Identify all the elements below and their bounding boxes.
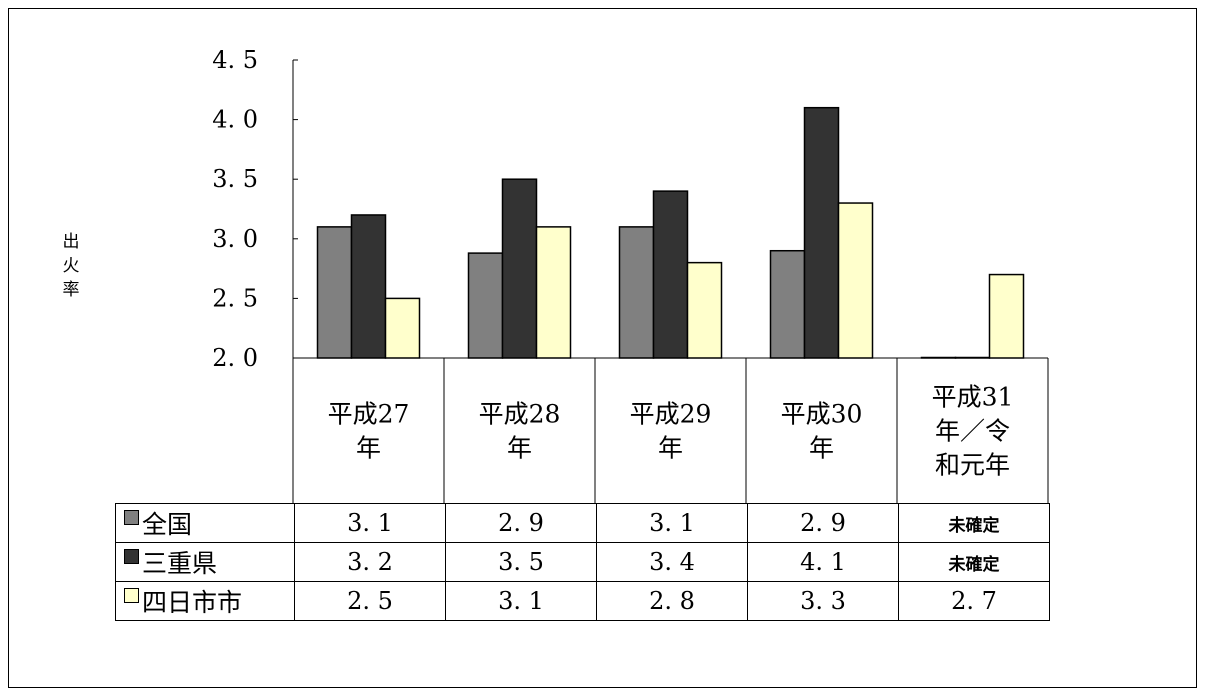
y-axis-label-char: 出 [62, 232, 80, 252]
x-tick-label: 平成28 [479, 400, 561, 429]
legend-entry: 三重県 [115, 542, 295, 582]
bar-2 [350, 214, 387, 359]
x-tick-label: 平成30 [781, 400, 863, 429]
y-axis-label-char: 火 [62, 256, 80, 276]
data-label: 3. 3 [747, 581, 899, 621]
bar-3 [837, 202, 874, 359]
y-tick-label: 4. 0 [212, 106, 258, 134]
data-label: 3. 4 [596, 542, 748, 582]
x-tick-label: 平成27 [328, 400, 410, 429]
bar-2 [803, 106, 840, 359]
legend-entry: 全国 [115, 503, 295, 543]
legend-swatch [124, 588, 139, 603]
bar-2 [652, 190, 689, 359]
bar-3 [535, 226, 572, 359]
x-tick-label: 平成31 [932, 383, 1014, 412]
data-label: 未確定 [898, 542, 1050, 582]
y-tick-label: 3. 5 [212, 165, 258, 193]
data-label: 3. 1 [596, 503, 748, 543]
data-label: 4. 1 [747, 542, 899, 582]
legend-swatch [124, 549, 139, 564]
data-label: 2. 9 [445, 503, 597, 543]
bar-2 [501, 178, 538, 359]
bar-1 [920, 356, 957, 359]
x-tick-label: 年 [507, 434, 532, 463]
x-tick-label: 年／令 [935, 417, 1010, 446]
bar-3 [686, 261, 723, 359]
x-tick-label: 平成29 [630, 400, 712, 429]
legend-label: 全国 [142, 510, 193, 539]
x-tick-label: 年 [809, 434, 834, 463]
bar-3 [384, 297, 421, 359]
legend-swatch [124, 510, 139, 525]
data-label: 3. 2 [294, 542, 446, 582]
data-label: 3. 1 [294, 503, 446, 543]
y-tick-label: 3. 0 [212, 225, 258, 253]
y-axis-label: 出火率 [60, 230, 82, 302]
bar-1 [316, 226, 353, 359]
y-tick-label: 4. 5 [212, 46, 258, 74]
data-label: 2. 8 [596, 581, 748, 621]
table-row: 三重県 3. 2 3. 5 3. 4 4. 1 未確定 [115, 542, 1050, 582]
y-tick-label: 2. 0 [212, 344, 258, 372]
y-axis-label-char: 率 [62, 280, 80, 300]
data-label: 2. 5 [294, 581, 446, 621]
data-table: 全国 3. 1 2. 9 3. 1 2. 9 未確定 三重県 3. 2 3. 5 3. 4 4. 1… [115, 503, 1050, 621]
bar-1 [769, 249, 806, 359]
data-label: 3. 1 [445, 581, 597, 621]
chart-plot: 2. 02. 53. 03. 54. 04. 5平成27年平成28年平成29年平… [212, 46, 1049, 503]
data-label: 2. 7 [898, 581, 1050, 621]
bar-3 [988, 273, 1025, 359]
data-label: 2. 9 [747, 503, 899, 543]
legend-entry: 四日市市 [115, 581, 295, 621]
table-row: 全国 3. 1 2. 9 3. 1 2. 9 未確定 [115, 503, 1050, 543]
legend-label: 四日市市 [142, 588, 243, 617]
y-tick-label: 2. 5 [212, 284, 258, 312]
bar-1 [618, 226, 655, 359]
x-tick-label: 年 [658, 434, 683, 463]
data-label: 未確定 [898, 503, 1050, 543]
data-label: 3. 5 [445, 542, 597, 582]
x-tick-label: 年 [356, 434, 381, 463]
table-row: 四日市市 2. 5 3. 1 2. 8 3. 3 2. 7 [115, 581, 1050, 621]
x-tick-label: 和元年 [935, 451, 1010, 480]
bar-1 [467, 252, 504, 359]
legend-label: 三重県 [142, 549, 218, 578]
bar-2 [954, 356, 991, 359]
